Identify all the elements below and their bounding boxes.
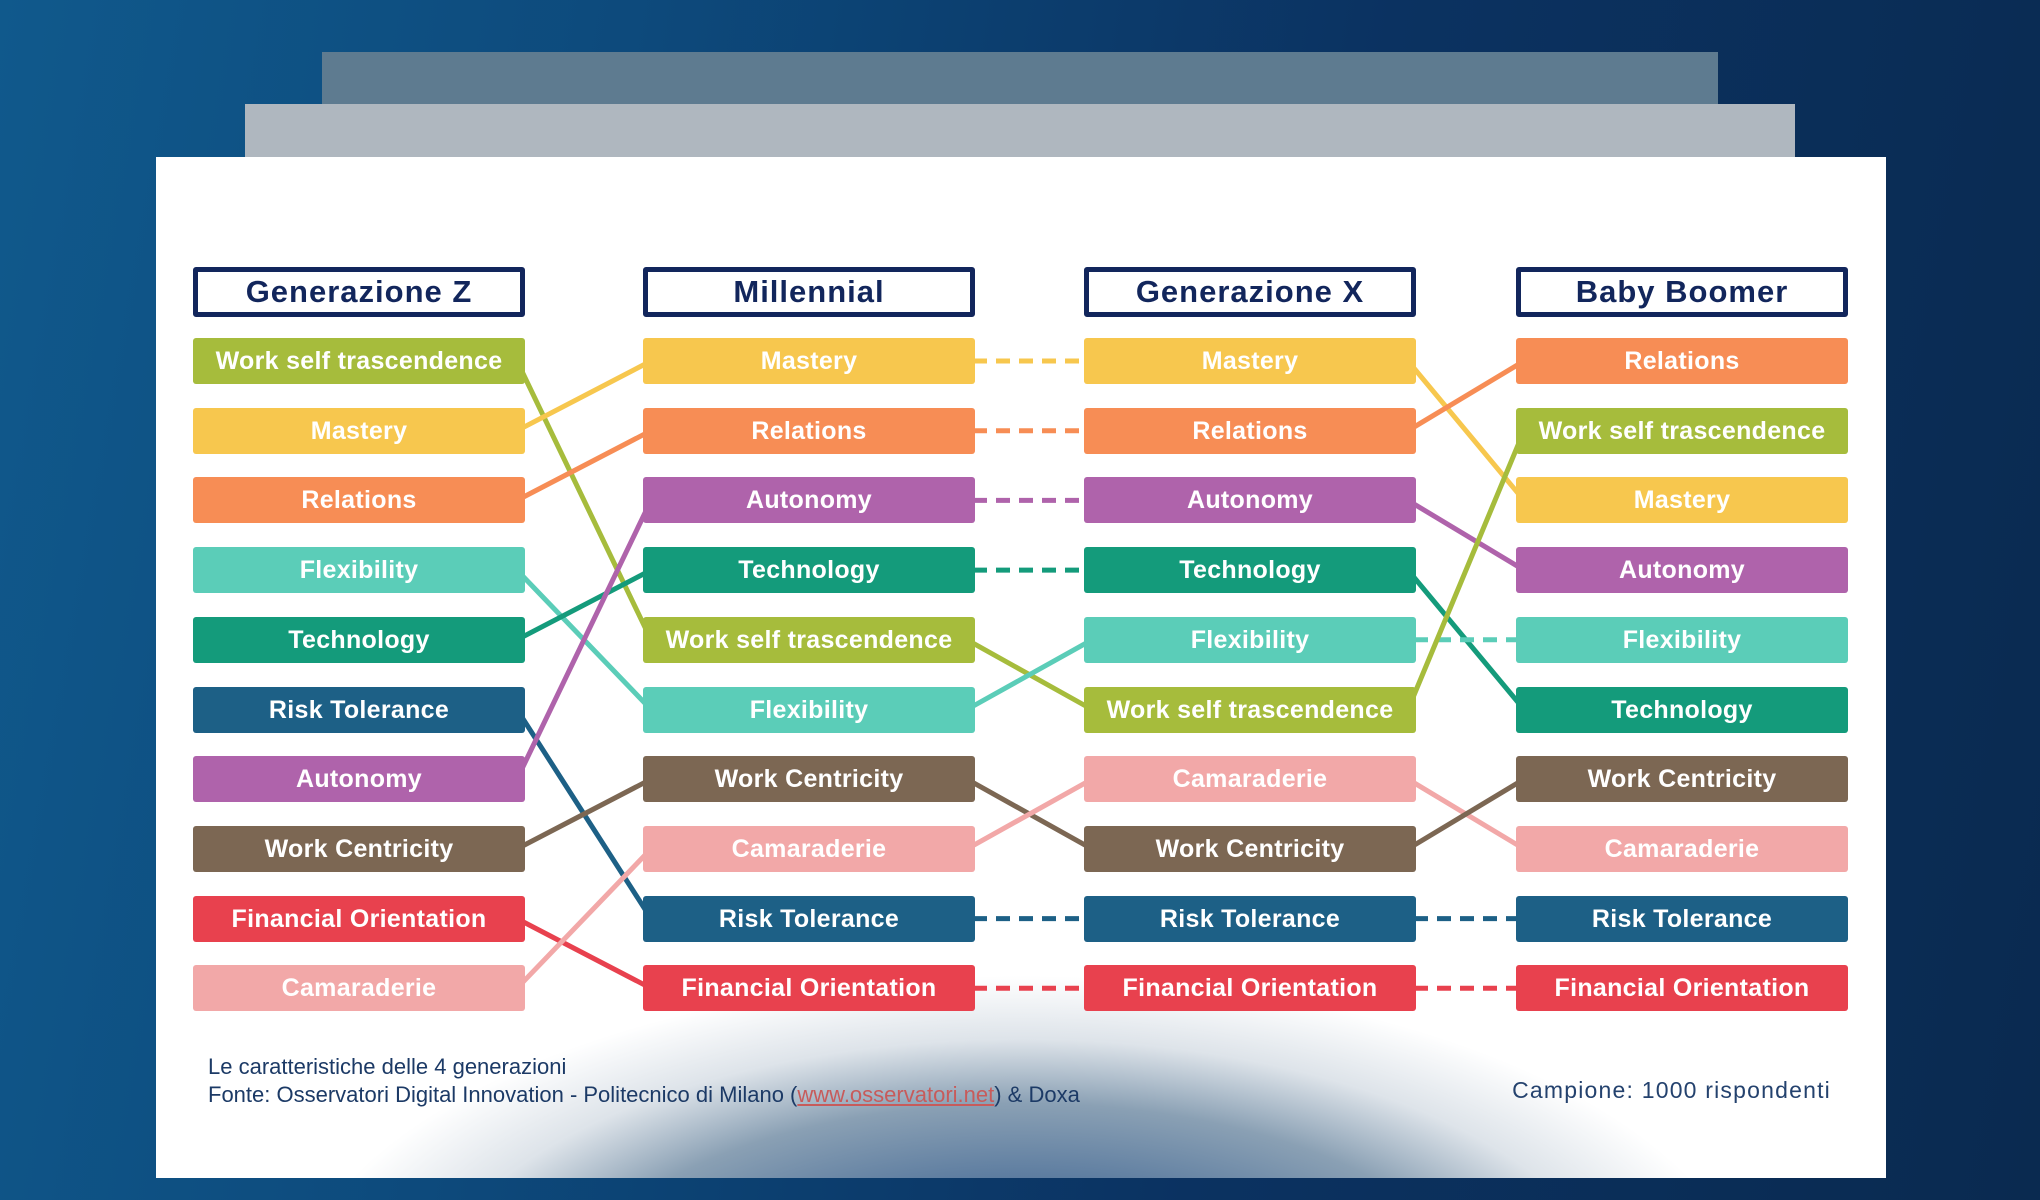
sample-note: Campione: 1000 rispondenti [1512,1077,1831,1103]
infographic-card: Generazione Z Work self trascendence Maste… [156,157,1886,1178]
connection-mastery-0-1 [514,358,654,434]
connection-flexibility-1-2 [964,637,1095,712]
connection-autonomy-2-3 [1405,497,1527,573]
connection-mastery-2-3 [1405,358,1527,503]
connection-financial-orientation-0-1 [514,916,654,991]
connection-autonomy-0-1 [514,497,654,782]
caption-source-prefix: Fonte: Osservatori Digital Innovation - … [208,1082,798,1107]
connection-work-self-trascendence-2-3 [1405,428,1527,712]
connection-relations-0-1 [514,428,654,503]
connection-work-centricity-0-1 [514,776,654,852]
caption: Le caratteristiche delle 4 generazioni F… [208,1053,1080,1109]
connection-technology-0-1 [514,567,654,643]
caption-source: Fonte: Osservatori Digital Innovation - … [208,1081,1080,1109]
connection-camaraderie-0-1 [514,846,654,991]
connection-lines [514,358,1527,991]
generations-diagram: Generazione Z Work self trascendence Maste… [156,157,1886,1178]
connection-relations-2-3 [1405,358,1527,434]
connection-work-self-trascendence-0-1 [514,358,654,643]
caption-source-suffix: ) & Doxa [994,1082,1080,1107]
caption-title: Le caratteristiche delle 4 generazioni [208,1054,567,1079]
source-link[interactable]: www.osservatori.net [797,1082,995,1107]
